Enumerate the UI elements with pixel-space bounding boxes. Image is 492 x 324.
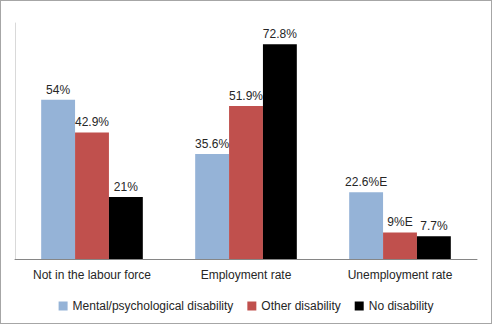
svg-text:22.6%E: 22.6%E [345, 175, 387, 189]
svg-text:Employment rate: Employment rate [201, 268, 292, 282]
svg-text:7.7%: 7.7% [420, 219, 448, 233]
svg-text:Unemployment rate: Unemployment rate [348, 268, 453, 282]
svg-text:Other disability: Other disability [261, 299, 340, 313]
svg-text:54%: 54% [46, 83, 70, 97]
svg-text:21%: 21% [114, 180, 138, 194]
svg-text:42.9%: 42.9% [75, 115, 109, 129]
svg-text:9%E: 9%E [387, 215, 412, 229]
svg-text:51.9%: 51.9% [229, 89, 263, 103]
svg-text:Not in the labour force: Not in the labour force [33, 268, 151, 282]
svg-text:Mental/psychological disabilit: Mental/psychological disability [73, 299, 234, 313]
svg-text:No disability: No disability [369, 299, 434, 313]
svg-text:35.6%: 35.6% [195, 137, 229, 151]
svg-text:72.8%: 72.8% [263, 27, 297, 41]
